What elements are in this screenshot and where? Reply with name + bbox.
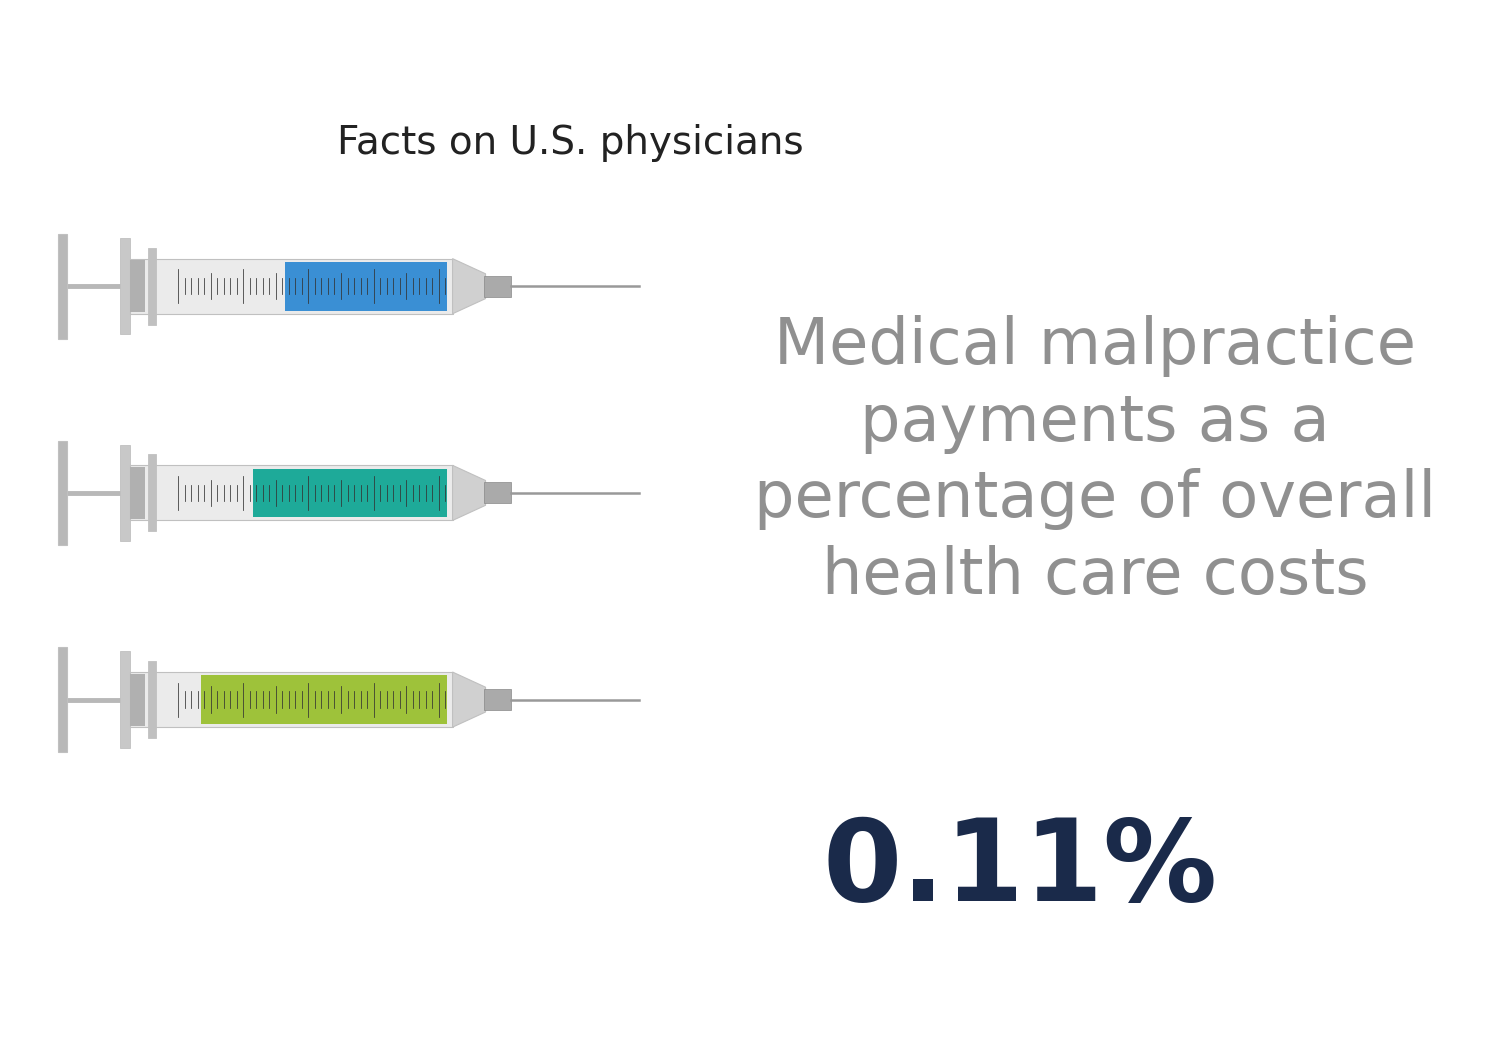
Polygon shape	[453, 672, 486, 727]
Bar	[58, 234, 68, 338]
Bar	[120, 238, 130, 335]
Bar	[120, 651, 130, 748]
Bar	[484, 276, 512, 297]
Bar	[130, 259, 453, 314]
Bar	[130, 261, 146, 313]
Bar	[130, 672, 453, 727]
Polygon shape	[453, 465, 486, 520]
Bar	[58, 648, 68, 752]
Bar	[130, 674, 146, 725]
Bar	[130, 465, 453, 520]
Bar	[120, 445, 130, 541]
Bar	[201, 675, 447, 724]
Bar	[148, 661, 156, 738]
Bar	[130, 466, 146, 519]
Bar	[484, 689, 512, 710]
Bar	[148, 455, 156, 531]
Bar	[58, 441, 68, 545]
Bar	[252, 469, 447, 517]
Text: Facts on U.S. physicians: Facts on U.S. physicians	[336, 124, 804, 162]
Bar	[484, 482, 512, 504]
Text: Medical malpractice
payments as a
percentage of overall
health care costs: Medical malpractice payments as a percen…	[754, 315, 1436, 607]
Bar	[285, 262, 447, 311]
Polygon shape	[453, 259, 486, 314]
Text: 0.11%: 0.11%	[822, 814, 1218, 924]
Bar	[148, 248, 156, 324]
